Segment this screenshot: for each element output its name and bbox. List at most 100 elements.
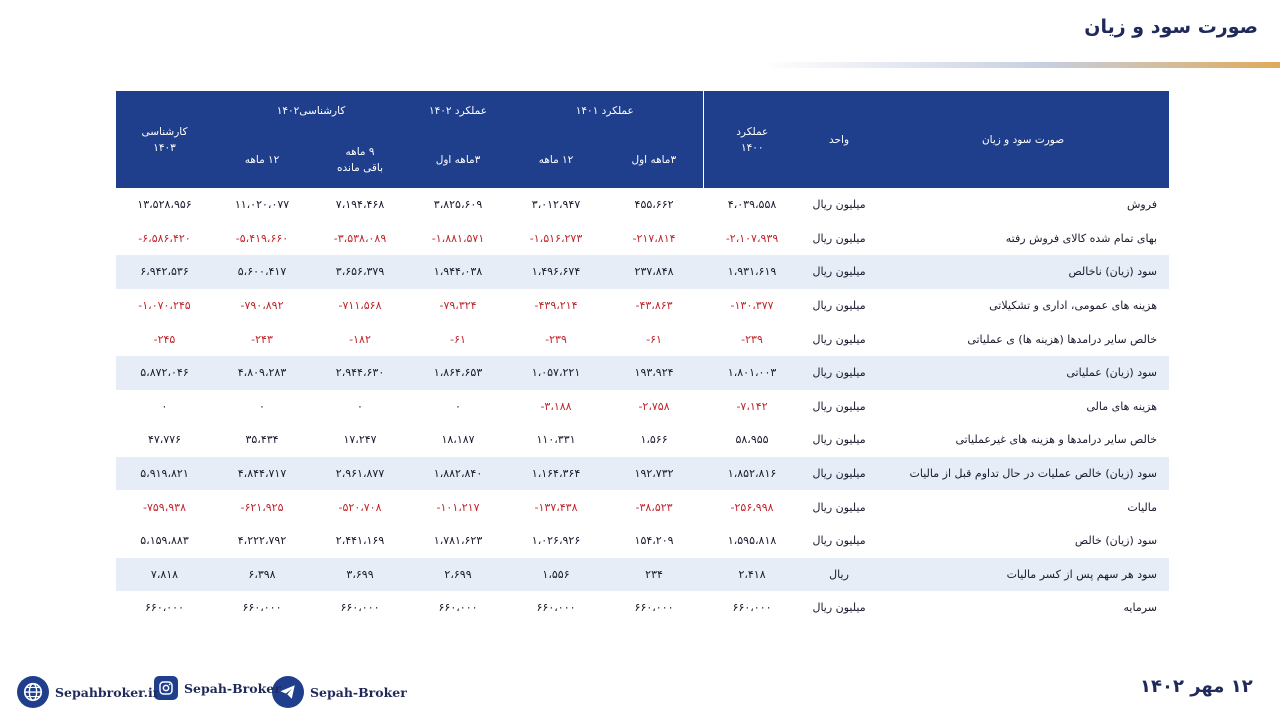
row-value: -۷،۱۴۲ (736, 399, 768, 413)
row-value: ۶۶۰،۰۰۰ (536, 601, 576, 615)
row-value: ۲،۴۱۸ (703, 557, 802, 592)
table-row: فروش میلیون ریال ۴،۰۳۹،۵۵۸ ۴۵۵،۶۶۲ ۳،۰۱۲،۹۴۷… (116, 188, 1169, 222)
table-body: فروش میلیون ریال ۴،۰۳۹،۵۵۸ ۴۵۵،۶۶۲ ۳،۰۱۲،۹۴۷… (116, 188, 1170, 625)
row-value: ۱،۱۶۴،۳۶۴ (507, 456, 606, 491)
row-value: ۶۶۰،۰۰۰ (438, 601, 478, 615)
row-unit: ریال (801, 557, 878, 592)
row-value: ۱،۹۴۴،۰۳۸ (409, 255, 508, 289)
row-value: -۲۴۳ (251, 332, 273, 346)
row-value: ۱۹۲،۷۳۲ (605, 456, 704, 491)
row-label: سود (زیان) خالص (1074, 534, 1158, 548)
row-value: ۶۶۰،۰۰۰ (732, 601, 772, 615)
row-label: هزینه های عمومی، اداری و تشکیلاتی (989, 299, 1158, 313)
page-title: صورت سود و زیان (1084, 16, 1258, 38)
row-value: -۲۳۹ (741, 332, 763, 346)
header-group-1402-forecast: کارشناسی۱۴۰۲ (213, 91, 410, 131)
row-value: ۱۱،۰۲۰،۰۷۷ (234, 198, 290, 212)
row-value: ۱،۸۵۲،۸۱۶ (703, 456, 802, 491)
table-row: سود (زیان) خالص عملیات در حال تداوم قبل … (116, 456, 1170, 491)
instagram-icon (154, 676, 178, 700)
website-label: Sepahbroker.ir (55, 684, 160, 700)
row-value: ۶۶۰،۰۰۰ (242, 601, 282, 615)
row-value: ۳،۸۲۵،۶۰۹ (433, 198, 483, 212)
row-value: ۵،۱۵۹،۸۸۳ (140, 534, 189, 548)
row-unit: میلیون ریال (812, 500, 866, 514)
row-value: -۱۳۰،۳۷۷ (730, 299, 774, 313)
row-unit: میلیون ریال (812, 198, 866, 212)
header-item: صورت سود و زیان (877, 91, 1170, 188)
footer-date: ۱۲ مهر ۱۴۰۲ (1140, 676, 1253, 697)
table-row: هزینه های عمومی، اداری و تشکیلاتی میلیون … (116, 289, 1169, 323)
row-value: ۴۷،۷۷۶ (147, 433, 182, 447)
row-unit: میلیون ریال (812, 399, 866, 413)
row-value: ۶،۳۹۸ (213, 557, 312, 592)
row-value: ۱،۰۵۷،۲۲۱ (507, 355, 606, 390)
row-value: ۵،۸۷۲،۰۴۶ (116, 355, 213, 390)
row-value: ۳،۶۹۹ (311, 557, 410, 592)
row-value: ۱،۷۸۱،۶۲۳ (433, 534, 483, 548)
website-link[interactable]: Sepahbroker.ir (17, 676, 159, 708)
row-value: -۱،۵۱۶،۲۷۳ (529, 231, 583, 245)
row-label: سود (زیان) خالص عملیات در حال تداوم قبل … (877, 456, 1170, 491)
table-row: سود هر سهم پس از کسر مالیات ریال ۲،۴۱۸ ۲۳۴ ۱… (116, 557, 1170, 592)
row-value: -۲۴۵ (153, 332, 176, 346)
row-value: ۵،۶۰۰،۴۱۷ (213, 255, 312, 289)
row-value: -۶۱ (646, 332, 662, 346)
row-value: ۵۸،۹۵۵ (735, 433, 769, 447)
row-value: ۱۷،۲۴۷ (343, 433, 377, 447)
row-value: ۲۳۷،۸۴۸ (605, 255, 704, 289)
row-value: -۱۳۷،۴۳۸ (534, 500, 578, 514)
row-value: ۳۵،۴۳۴ (245, 433, 279, 447)
telegram-icon (272, 676, 304, 708)
row-value: ۲،۹۶۱،۸۷۷ (311, 456, 410, 491)
header-1402-3m: ۳ماهه اول (409, 131, 508, 188)
row-unit: میلیون ریال (812, 534, 866, 548)
row-value: ۱،۵۵۶ (507, 557, 606, 592)
row-value: -۳،۱۸۸ (540, 399, 572, 413)
telegram-link[interactable]: Sepah-Broker (272, 676, 407, 708)
table-row: سود (زیان) خالص میلیون ریال ۱،۵۹۵،۸۱۸ ۱۵۴،۲… (116, 524, 1169, 558)
row-label: خالص سایر درامدها (هزینه ها) ی عملیاتی (967, 332, 1158, 346)
row-value: ۱۹۳،۹۲۴ (605, 355, 704, 390)
row-value: -۶۱ (450, 332, 466, 346)
row-value: -۷۵۹،۹۳۸ (143, 500, 186, 514)
row-value: ۶۶۰،۰۰۰ (634, 601, 674, 615)
row-value: ۱،۸۰۱،۰۰۳ (703, 355, 802, 390)
row-value: ۴۵۵،۶۶۲ (634, 198, 674, 212)
row-unit: میلیون ریال (801, 255, 878, 289)
row-value: ۰ (357, 399, 363, 413)
telegram-label: Sepah-Broker (310, 684, 407, 700)
row-value: ۶۶۰،۰۰۰ (145, 601, 184, 615)
row-value: ۱،۰۲۶،۹۲۶ (531, 534, 581, 548)
header-1402-9m: ۹ ماهه باقی مانده (311, 131, 410, 188)
row-unit: میلیون ریال (812, 299, 866, 313)
row-value: ۶۶۰،۰۰۰ (340, 601, 380, 615)
row-value: ۶،۹۴۲،۵۳۶ (116, 255, 213, 289)
income-statement-table: صورت سود و زیان واحد عملکرد ۱۴۰۰ عملکرد ۱… (116, 91, 1170, 625)
row-label: فروش (1126, 198, 1158, 212)
table-row: خالص سایر درامدها (هزینه ها) ی عملیاتی می… (116, 322, 1169, 356)
row-label: سود (زیان) عملیاتی (877, 355, 1170, 390)
header-1401-12m: ۱۲ ماهه (507, 131, 606, 188)
row-value: ۱،۵۹۵،۸۱۸ (727, 534, 777, 548)
row-value: -۲،۱۰۷،۹۳۹ (725, 231, 779, 245)
row-label: خالص سایر درامدها و هزینه های غیرعملیاتی (955, 433, 1158, 447)
row-value: ۰ (455, 399, 461, 413)
header-1403: کارشناسی ۱۴۰۳ (116, 91, 213, 188)
row-value: -۱۰۱،۲۱۷ (436, 500, 480, 514)
row-value: -۱،۰۷۰،۲۴۵ (138, 299, 191, 313)
table-row: سود (زیان) عملیاتی میلیون ریال ۱،۸۰۱،۰۰۳ ۱۹… (116, 355, 1170, 390)
row-label: مالیات (1127, 500, 1158, 514)
row-value: ۲،۶۹۹ (409, 557, 508, 592)
instagram-link[interactable]: Sepah-Broker (154, 676, 281, 700)
row-unit: میلیون ریال (812, 433, 866, 447)
row-value: ۱۱۰،۳۳۱ (536, 433, 576, 447)
row-value: ۳،۶۵۶،۳۷۹ (311, 255, 410, 289)
row-value: ۱۸،۱۸۷ (441, 433, 475, 447)
row-value: -۲۱۷،۸۱۴ (632, 231, 676, 245)
header-group-1401: عملکرد ۱۴۰۱ (507, 91, 704, 131)
row-value: ۵،۹۱۹،۸۲۱ (116, 456, 213, 491)
table-row: سود (زیان) ناخالص میلیون ریال ۱،۹۳۱،۶۱۹ ۲۳۷… (116, 255, 1170, 289)
row-value: ۴،۲۲۲،۷۹۲ (237, 534, 287, 548)
row-value: ۱،۴۹۶،۶۷۴ (507, 255, 606, 289)
